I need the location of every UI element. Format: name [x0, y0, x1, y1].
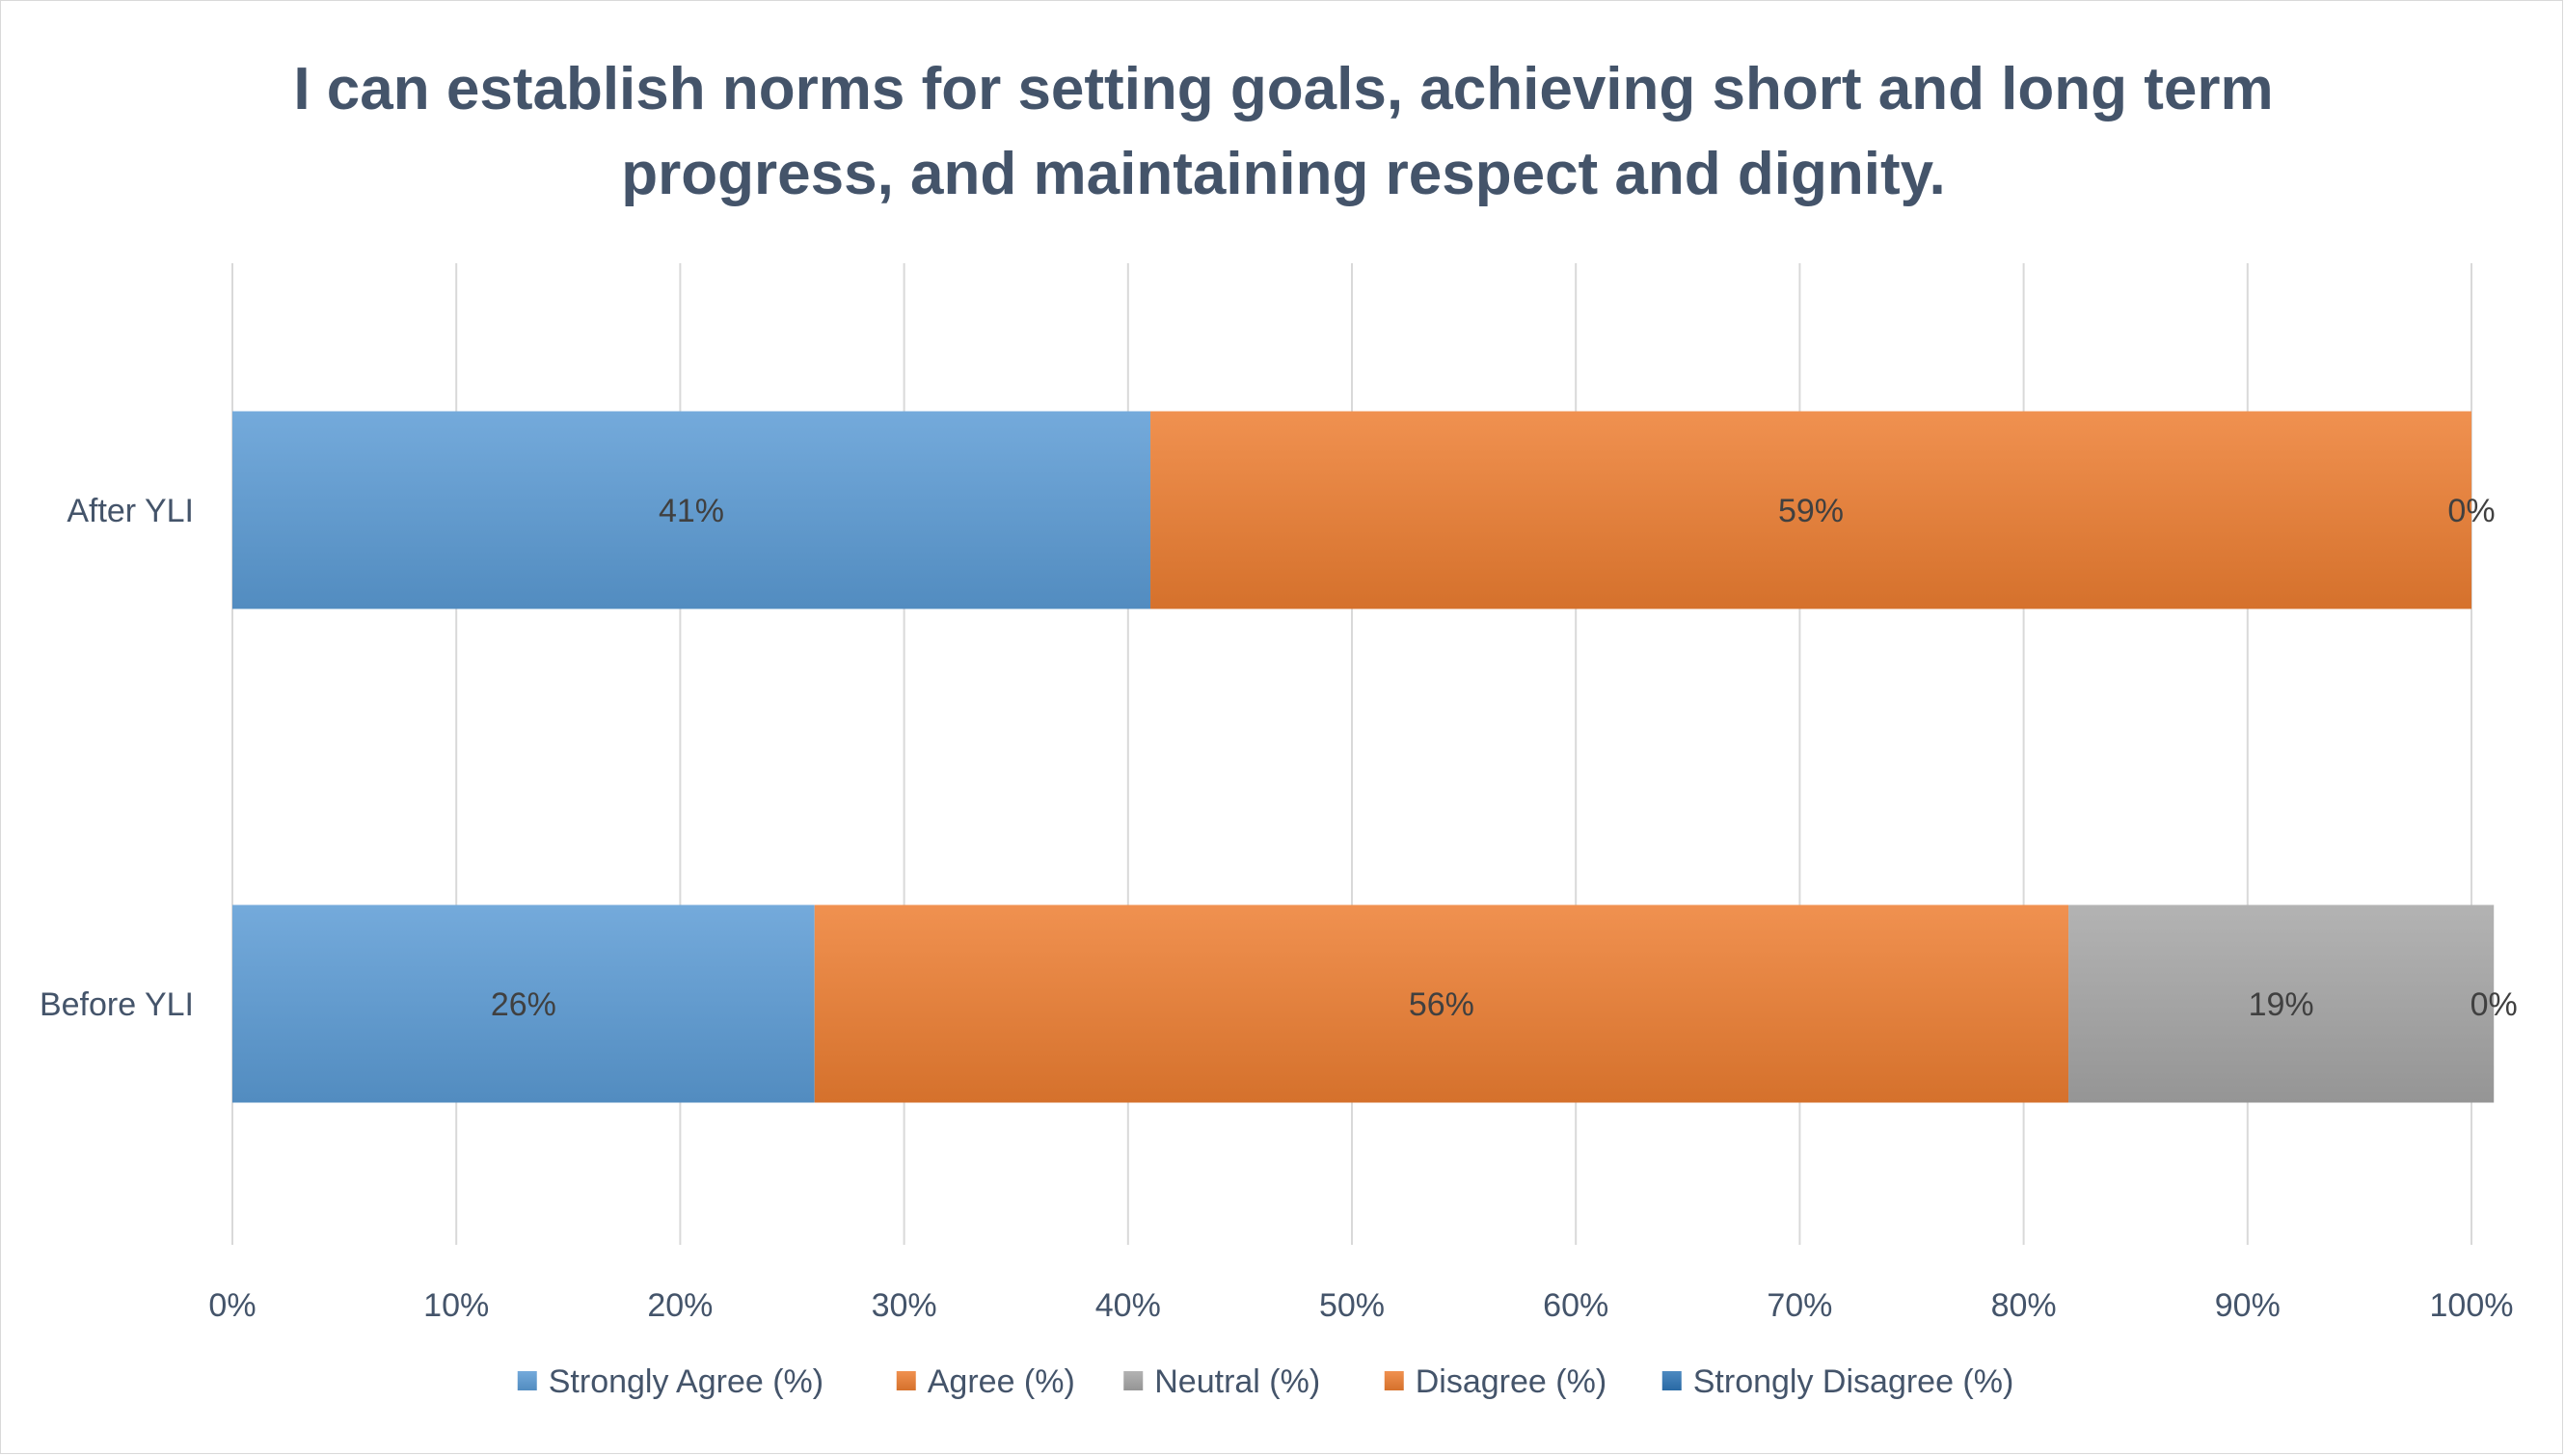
legend-item: Agree (%): [896, 1363, 1075, 1400]
x-tick-label: 90%: [2215, 1287, 2281, 1324]
x-tick-label: 20%: [647, 1287, 713, 1324]
x-tick-label: 30%: [872, 1287, 937, 1324]
x-tick-label: 0%: [208, 1287, 256, 1324]
data-label: 59%: [1778, 493, 1844, 529]
x-tick-label: 40%: [1095, 1287, 1161, 1324]
category-axis: After YLI Before YLI: [40, 493, 194, 1023]
legend-label: Agree (%): [928, 1363, 1075, 1400]
chart-title-line-1: I can establish norms for setting goals,…: [293, 56, 2273, 122]
legend-label: Strongly Disagree (%): [1693, 1363, 2014, 1400]
legend-item: Neutral (%): [1123, 1363, 1320, 1400]
x-tick-label: 50%: [1319, 1287, 1385, 1324]
bar-segment: [814, 904, 2069, 1103]
legend-swatch: [1123, 1371, 1144, 1390]
legend-item: Strongly Disagree (%): [1661, 1363, 2014, 1400]
bar-segment: [232, 904, 815, 1103]
x-tick-label: 80%: [1991, 1287, 2057, 1324]
data-labels: 41% 59% 0% 26% 56% 19% 0%: [491, 493, 2518, 1023]
bars: [232, 411, 2495, 1103]
legend-item: Strongly Agree (%): [517, 1363, 824, 1400]
legend-label: Disagree (%): [1416, 1363, 1606, 1400]
x-tick-label: 60%: [1543, 1287, 1608, 1324]
category-label: After YLI: [67, 493, 194, 529]
legend-swatch: [517, 1371, 537, 1390]
value-axis: 0% 10% 20% 30% 40% 50% 60% 70% 80% 90% 100%: [208, 1287, 2513, 1324]
x-tick-label: 100%: [2430, 1287, 2514, 1324]
x-tick-label: 70%: [1767, 1287, 1832, 1324]
data-label: 26%: [491, 986, 556, 1023]
legend-label: Strongly Agree (%): [549, 1363, 824, 1400]
legend-label: Neutral (%): [1154, 1363, 1320, 1400]
chart-title: I can establish norms for setting goals,…: [293, 56, 2273, 207]
bar-segment: [232, 411, 1151, 609]
data-label: 56%: [1409, 986, 1474, 1023]
legend-swatch: [1661, 1371, 1682, 1390]
category-label: Before YLI: [40, 986, 194, 1023]
bar-segment: [1150, 411, 2471, 609]
data-label: 41%: [659, 493, 724, 529]
x-tick-label: 10%: [423, 1287, 489, 1324]
legend-swatch: [1384, 1371, 1404, 1390]
bar-segment: [2068, 904, 2495, 1103]
data-label: 19%: [2249, 986, 2314, 1023]
legend: Strongly Agree (%) Agree (%) Neutral (%) Di…: [517, 1363, 2014, 1400]
data-label: 0%: [2470, 986, 2518, 1023]
legend-swatch: [896, 1371, 916, 1390]
legend-item: Disagree (%): [1384, 1363, 1606, 1400]
data-label: 0%: [2447, 493, 2495, 529]
chart-title-line-2: progress, and maintaining respect and di…: [621, 141, 1945, 207]
